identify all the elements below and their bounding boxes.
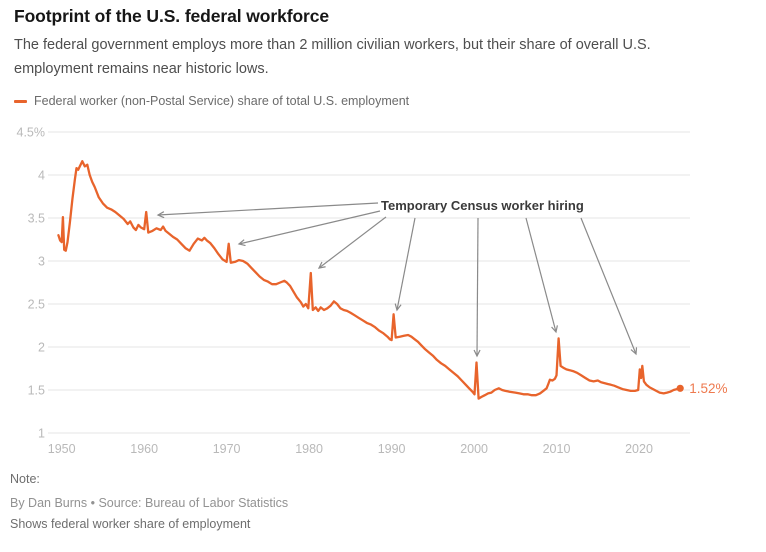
x-tick-label: 2020 <box>625 442 653 456</box>
note-label: Note: <box>10 472 40 486</box>
y-tick-label: 4.5% <box>17 126 46 140</box>
legend: Federal worker (non-Postal Service) shar… <box>14 94 409 108</box>
census-annotation-label: Temporary Census worker hiring <box>381 198 584 213</box>
byline-source: By Dan Burns • Source: Bureau of Labor S… <box>10 496 289 510</box>
latest-value-label: 1.52% <box>689 381 727 396</box>
y-tick-label: 4 <box>38 169 45 183</box>
chart-title: Footprint of the U.S. federal workforce <box>14 6 330 26</box>
latest-value-dot <box>676 384 684 392</box>
census-annotation-arrow <box>319 216 387 268</box>
x-tick-label: 1970 <box>213 442 241 456</box>
census-annotation-arrow <box>239 210 381 244</box>
census-annotation-arrow <box>525 217 556 332</box>
chart-subtitle: The federal government employs more than… <box>14 37 651 77</box>
y-tick-label: 2 <box>38 341 45 355</box>
chart-caption: Shows federal worker share of employment <box>10 517 251 531</box>
y-tick-label: 3 <box>38 255 45 269</box>
legend-label: Federal worker (non-Postal Service) shar… <box>34 94 410 108</box>
y-tick-label: 2.5 <box>28 298 45 312</box>
footer-notes: Note: By Dan Burns • Source: Bureau of L… <box>10 472 288 531</box>
x-tick-label: 1960 <box>130 442 158 456</box>
y-tick-label: 1.5 <box>28 384 45 398</box>
y-tick-label: 3.5 <box>28 212 45 226</box>
legend-line-swatch <box>14 99 27 103</box>
x-tick-label: 1950 <box>48 442 76 456</box>
x-tick-label: 2000 <box>460 442 488 456</box>
census-annotation-arrow <box>158 202 379 215</box>
census-annotation-arrow <box>580 217 636 354</box>
census-annotation-arrow <box>397 217 416 310</box>
x-tick-label: 1980 <box>295 442 323 456</box>
census-annotation-arrow <box>477 217 478 356</box>
x-tick-label: 1990 <box>378 442 406 456</box>
federal-share-line <box>57 160 682 400</box>
x-tick-label: 2010 <box>543 442 571 456</box>
y-tick-label: 1 <box>38 427 45 441</box>
